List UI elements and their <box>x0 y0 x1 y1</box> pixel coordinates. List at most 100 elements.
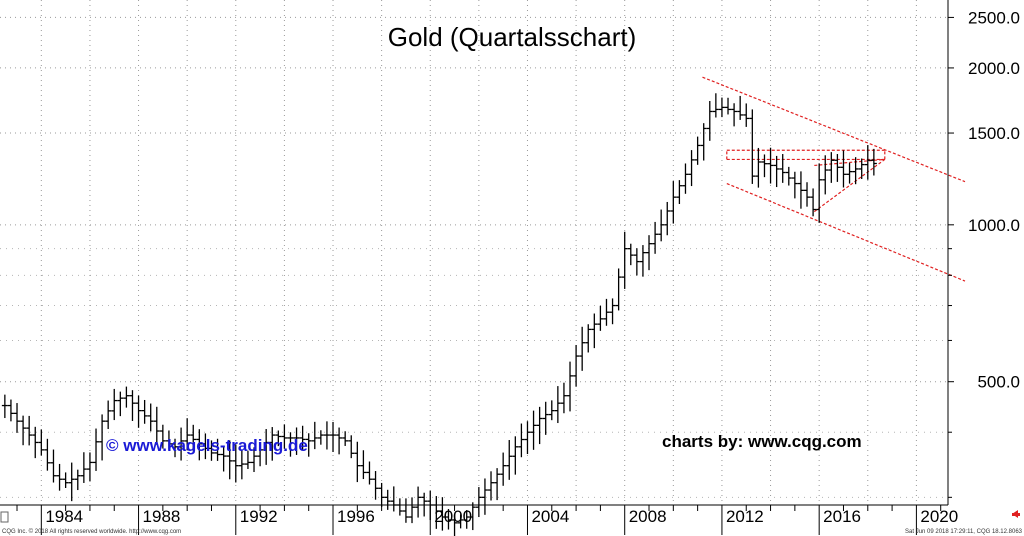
ohlc-bar <box>147 403 154 432</box>
ohlc-bar <box>257 442 264 467</box>
ohlc-bar <box>548 400 555 421</box>
ohlc-bar <box>791 171 798 199</box>
ohlc-bar <box>481 478 488 515</box>
ohlc-bar <box>718 97 725 118</box>
ohlc-bar <box>305 433 312 457</box>
ohlc-bar <box>38 429 45 456</box>
ohlc-bar <box>159 424 166 449</box>
ohlc-bar <box>105 400 112 429</box>
y-tick-label: 1500.0 <box>968 124 1020 143</box>
ohlc-bar <box>670 181 677 224</box>
ohlc-bar <box>652 221 659 254</box>
ohlc-bar <box>858 158 865 179</box>
ohlc-bar <box>573 344 580 387</box>
ohlc-bar <box>737 95 744 120</box>
ohlc-bar <box>445 508 452 530</box>
ohlc-bar <box>585 324 592 353</box>
x-axis-ticks: 1984 1988 1992 1996 2000 2004 2008 2012 2016 2020 <box>16 505 958 535</box>
footer-copyright: CQG Inc. © 2018 All rights reserved worl… <box>2 528 181 535</box>
ohlc-bar <box>275 430 282 447</box>
chart-title: Gold (Quartalsschart) <box>388 22 637 52</box>
footer-timestamp: Sat Jun 09 2018 17:29:11, CQG 18.12.8063 <box>905 529 1023 535</box>
ohlc-bar <box>317 430 324 445</box>
x-tick-label: 1988 <box>143 507 181 526</box>
x-tick-label: 2004 <box>531 507 569 526</box>
ohlc-bar <box>244 450 251 469</box>
ohlc-bar <box>567 361 574 412</box>
ohlc-bar <box>621 231 628 289</box>
ohlc-bar <box>676 180 683 204</box>
ohlc-bar <box>220 446 227 472</box>
ohlc-bar <box>141 399 148 424</box>
ohlc-bar <box>828 152 835 183</box>
ohlc-bar <box>287 432 294 457</box>
ohlc-bar <box>706 100 713 141</box>
ohlc-bar <box>834 154 841 182</box>
ohlc-bar <box>500 452 507 486</box>
scroll-box[interactable] <box>0 511 9 523</box>
ohlc-bar <box>488 471 495 501</box>
y-tick-label: 2000.0 <box>968 59 1020 78</box>
ohlc-bar <box>658 209 665 242</box>
ohlc-bar <box>208 440 215 461</box>
ohlc-bar <box>44 438 51 471</box>
ohlc-bar <box>232 444 239 483</box>
ohlc-bar <box>512 436 519 475</box>
ohlc-bar <box>804 182 811 207</box>
ohlc-bar <box>378 482 385 507</box>
ohlc-bar <box>870 148 877 176</box>
ohlc-bar <box>761 154 768 178</box>
ohlc-bar <box>797 171 804 209</box>
x-tick-label: 1996 <box>337 507 375 526</box>
ohlc-bar <box>20 415 27 446</box>
ohlc-bar <box>603 298 610 326</box>
ohlc-bar <box>664 201 671 236</box>
ohlc-bar <box>1 394 8 419</box>
ohlc-bar <box>184 418 191 451</box>
ohlc-bar <box>506 440 513 480</box>
ohlc-bar <box>560 382 567 414</box>
ohlc-bar <box>330 421 337 453</box>
price-bars <box>1 93 877 536</box>
ohlc-bar <box>123 386 130 408</box>
ohlc-bar <box>80 452 87 483</box>
ohlc-bar <box>129 390 136 421</box>
ohlc-bar <box>840 150 847 188</box>
ohlc-bar <box>682 163 689 194</box>
ohlc-bar <box>336 427 343 455</box>
ohlc-bar <box>864 145 871 180</box>
ohlc-bar <box>731 103 738 127</box>
ohlc-bar <box>93 428 100 471</box>
ohlc-bar <box>755 147 762 188</box>
ohlc-bar <box>32 426 39 459</box>
ohlc-bar <box>409 497 416 524</box>
ohlc-bar <box>269 427 276 461</box>
ohlc-bar <box>26 415 33 446</box>
x-tick-label: 1992 <box>240 507 278 526</box>
ohlc-bar <box>712 93 719 118</box>
ohlc-bar <box>536 406 543 445</box>
ohlc-bar <box>342 431 349 446</box>
x-tick-label: 2008 <box>629 507 667 526</box>
ohlc-bar <box>196 429 203 461</box>
x-tick-label: 2012 <box>726 507 764 526</box>
ohlc-bar <box>779 154 786 183</box>
ohlc-bar <box>366 461 373 485</box>
ohlc-bar <box>633 248 640 276</box>
ohlc-bar <box>7 399 14 422</box>
ohlc-bar <box>646 235 653 271</box>
ohlc-bar <box>99 414 106 461</box>
ohlc-bar <box>372 471 379 500</box>
ohlc-bar <box>469 502 476 531</box>
ohlc-bar <box>810 188 817 217</box>
ohlc-bar <box>238 449 245 480</box>
scroll-right-arrow-stem[interactable] <box>1012 513 1020 516</box>
source-annotation: charts by: www.cqg.com <box>662 432 862 451</box>
ohlc-bar <box>579 326 586 371</box>
x-tick-label: 2016 <box>823 507 861 526</box>
x-tick-label: 2000 <box>434 507 472 526</box>
ohlc-bar <box>153 406 160 445</box>
ohlc-bar <box>591 313 598 349</box>
ohlc-bar <box>165 430 172 450</box>
